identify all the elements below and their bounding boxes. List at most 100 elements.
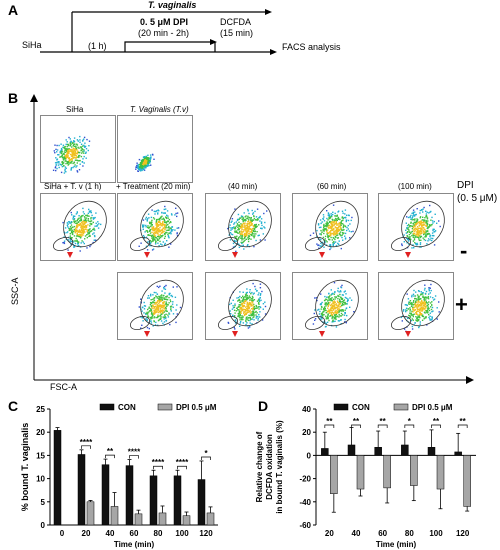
- facs-scatter: [52, 200, 107, 258]
- facs-event-dot: [251, 220, 253, 222]
- facs-event-dot: [243, 314, 246, 317]
- facs-dot-plot: [292, 272, 368, 340]
- facs-event-dot: [340, 224, 342, 226]
- facs-event-dot: [414, 221, 416, 224]
- facs-event-dot: [431, 234, 433, 237]
- facs-event-dot: [79, 230, 82, 233]
- facs-event-dot: [237, 226, 239, 229]
- facs-event-dot: [349, 237, 351, 239]
- facs-event-dot: [338, 300, 341, 302]
- facs-event-dot: [248, 226, 250, 228]
- facs-event-dot: [157, 308, 160, 310]
- facs-event-dot: [338, 320, 340, 322]
- facs-event-dot: [331, 219, 334, 221]
- facs-event-dot: [159, 240, 161, 243]
- facs-event-dot: [415, 291, 417, 293]
- facs-event-dot: [164, 232, 166, 235]
- facs-event-dot: [161, 232, 163, 234]
- facs-event-dot: [427, 220, 429, 222]
- facs-event-dot: [330, 226, 332, 228]
- facs-event-dot: [417, 234, 419, 236]
- facs-event-dot: [82, 220, 84, 223]
- facs-event-dot: [143, 301, 145, 304]
- facs-event-dot: [323, 246, 325, 248]
- facs-event-dot: [170, 308, 172, 311]
- facs-event-dot: [315, 297, 318, 299]
- facs-event-dot: [322, 218, 325, 220]
- facs-event-dot: [157, 242, 159, 244]
- facs-event-dot: [427, 295, 429, 298]
- facs-event-dot: [243, 311, 245, 313]
- facs-event-dot: [408, 240, 410, 242]
- facs-event-dot: [155, 307, 158, 309]
- facs-event-dot: [336, 315, 339, 317]
- facs-event-dot: [433, 231, 435, 233]
- facs-event-dot: [433, 220, 435, 223]
- facs-event-dot: [76, 144, 79, 146]
- facs-event-dot: [70, 227, 72, 230]
- facs-event-dot: [258, 300, 261, 302]
- facs-event-dot: [244, 232, 246, 235]
- facs-event-dot: [253, 230, 255, 232]
- facs-event-dot: [420, 221, 422, 223]
- facs-event-dot: [80, 236, 82, 238]
- facs-event-dot: [88, 210, 91, 212]
- facs-event-dot: [98, 223, 100, 225]
- facs-event-dot: [419, 212, 421, 214]
- facs-event-dot: [75, 237, 77, 240]
- facs-event-dot: [73, 161, 75, 163]
- facs-event-dot: [248, 295, 251, 297]
- timeline-1h: (1 h): [88, 41, 107, 51]
- facs-event-dot: [85, 157, 87, 159]
- facs-event-dot: [334, 241, 337, 243]
- facs-event-dot: [146, 317, 148, 319]
- facs-event-dot: [427, 238, 430, 240]
- facs-event-dot: [255, 219, 257, 221]
- facs-event-dot: [430, 306, 432, 308]
- facs-event-dot: [407, 298, 410, 300]
- facs-event-dot: [79, 159, 81, 162]
- facs-event-dot: [250, 302, 252, 304]
- facs-event-dot: [68, 149, 70, 151]
- facs-event-dot: [321, 221, 323, 223]
- facs-event-dot: [232, 305, 234, 307]
- facs-event-dot: [333, 282, 336, 284]
- facs-event-dot: [73, 225, 76, 228]
- facs-event-dot: [235, 240, 237, 242]
- facs-event-dot: [155, 241, 157, 244]
- facs-event-dot: [424, 317, 426, 319]
- red-arrow-marker: [319, 331, 325, 337]
- facs-event-dot: [68, 160, 70, 162]
- facs-event-dot: [164, 233, 166, 236]
- facs-event-dot: [264, 227, 266, 229]
- facs-event-dot: [422, 296, 424, 298]
- facs-event-dot: [146, 219, 148, 221]
- facs-event-dot: [152, 248, 155, 250]
- facs-event-dot: [337, 301, 339, 304]
- facs-event-dot: [161, 304, 163, 307]
- facs-event-dot: [248, 305, 250, 308]
- facs-event-dot: [81, 230, 84, 232]
- facs-event-dot: [331, 225, 334, 227]
- facs-event-dot: [159, 312, 162, 314]
- facs-event-dot: [419, 323, 421, 325]
- facs-event-dot: [324, 235, 327, 238]
- facs-event-dot: [247, 240, 250, 243]
- facs-event-dot: [158, 305, 161, 307]
- facs-event-dot: [144, 305, 147, 307]
- facs-event-dot: [170, 305, 173, 307]
- facs-event-dot: [338, 314, 340, 316]
- facs-event-dot: [79, 135, 81, 138]
- facs-event-dot: [87, 149, 89, 152]
- facs-event-dot: [73, 165, 75, 168]
- facs-event-dot: [151, 209, 153, 211]
- facs-event-dot: [424, 302, 426, 304]
- facs-event-dot: [248, 314, 250, 317]
- facs-event-dot: [314, 309, 316, 311]
- facs-event-dot: [161, 230, 164, 232]
- facs-scatter: [390, 279, 445, 337]
- facs-event-dot: [329, 217, 331, 220]
- facs-event-dot: [168, 246, 170, 248]
- facs-event-dot: [248, 307, 250, 309]
- facs-event-dot: [240, 303, 243, 305]
